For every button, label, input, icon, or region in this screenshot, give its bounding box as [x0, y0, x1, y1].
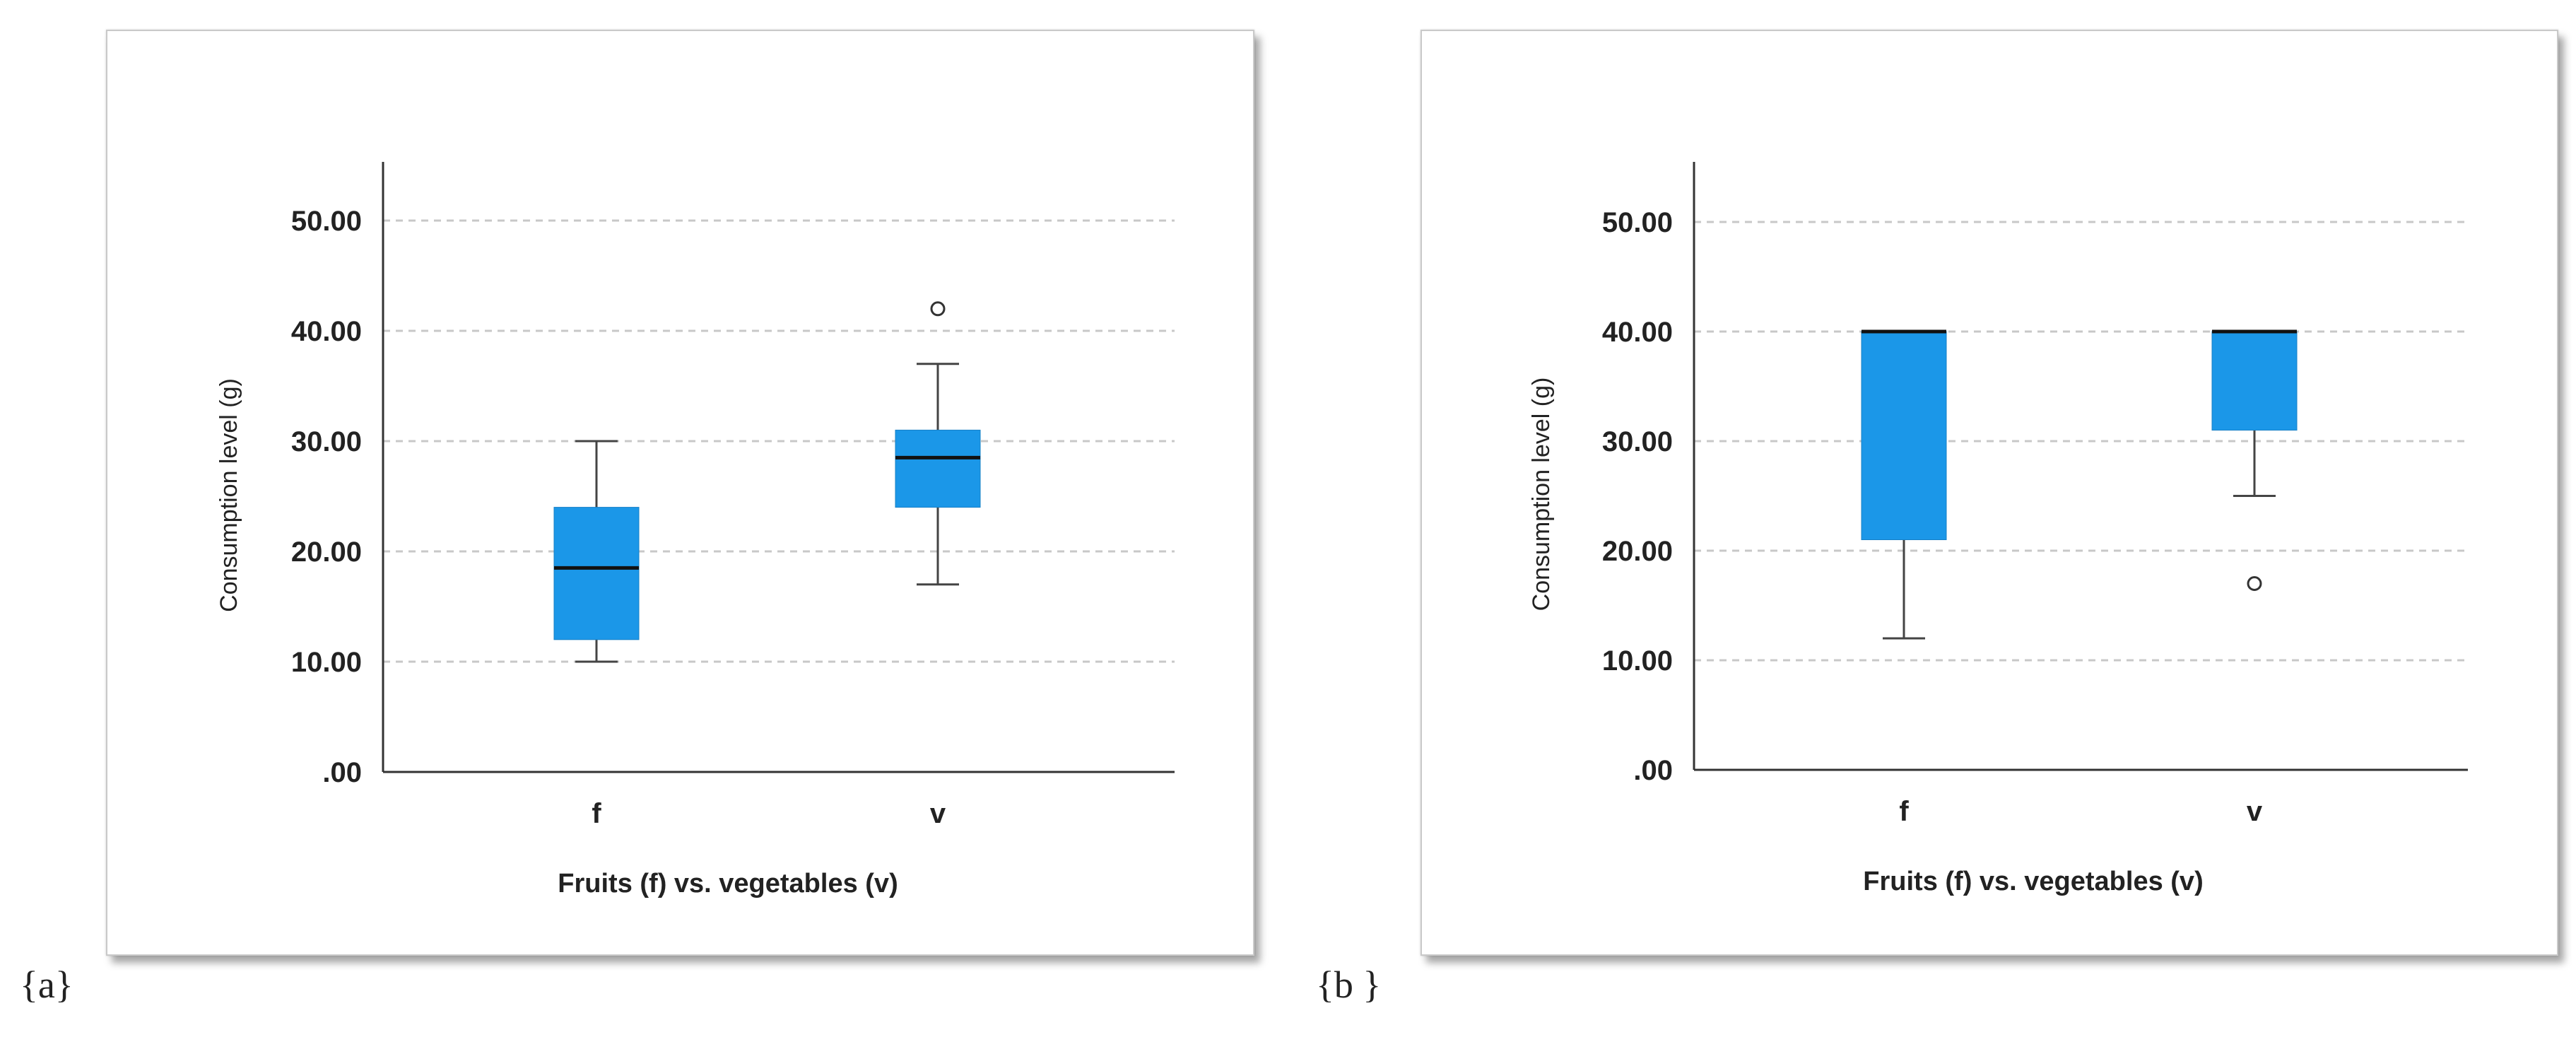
- y-tick-label: 50.00: [291, 206, 362, 237]
- outlier-point: [930, 301, 946, 317]
- y-tick-label: 10.00: [291, 647, 362, 678]
- y-tick-label: 40.00: [1602, 317, 1673, 348]
- boxplot-panel-b: .00 10.00 20.00 30.00 40.00 50.00 f v Fruits (f)…: [1421, 30, 2558, 956]
- boxplot-b: .00 10.00 20.00 30.00 40.00 50.00 f v Fruits (f)…: [1528, 162, 2468, 896]
- y-tick-label: .00: [1633, 755, 1673, 786]
- y-tick-label: 30.00: [1602, 426, 1673, 457]
- x-category-label: f: [1899, 796, 1909, 827]
- y-axis-title: Consumption level (g): [216, 378, 242, 612]
- y-tick-label: .00: [322, 757, 362, 788]
- x-axis-title: Fruits (f) vs. vegetables (v): [558, 869, 898, 898]
- panel-label-b: {b }: [1316, 964, 1382, 1006]
- y-tick-label: 40.00: [291, 316, 362, 347]
- box-v: [895, 429, 981, 508]
- panel-label-a: {a}: [20, 964, 73, 1006]
- x-category-label: f: [592, 798, 601, 829]
- box-f: [553, 507, 640, 640]
- y-tick-label: 20.00: [291, 537, 362, 568]
- box-v: [2211, 331, 2298, 431]
- y-tick-label: 10.00: [1602, 645, 1673, 677]
- y-axis-title: Consumption level (g): [1528, 377, 1555, 611]
- box-f: [1861, 331, 1947, 540]
- boxplot-a: .00 10.00 20.00 30.00 40.00 50.00 f v Fruits (f)…: [216, 162, 1175, 898]
- boxplot-panel-a: .00 10.00 20.00 30.00 40.00 50.00 f v Fruits (f)…: [106, 30, 1254, 956]
- x-category-label: v: [930, 798, 946, 829]
- y-tick-label: 20.00: [1602, 536, 1673, 567]
- x-category-label: v: [2247, 796, 2263, 827]
- y-tick-label: 50.00: [1602, 207, 1673, 238]
- x-axis-title: Fruits (f) vs. vegetables (v): [1863, 867, 2203, 896]
- y-tick-label: 30.00: [291, 426, 362, 457]
- outlier-point: [2247, 576, 2262, 591]
